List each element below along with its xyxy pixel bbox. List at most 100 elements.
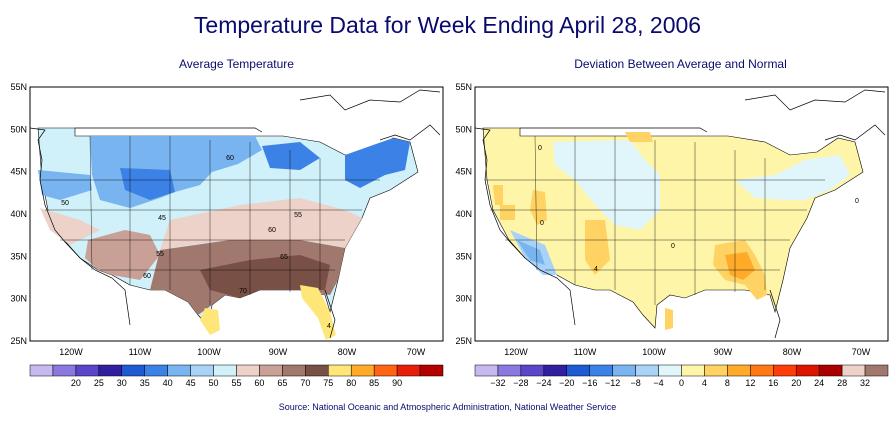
contour-label: 50	[61, 200, 69, 207]
legend-label: 4	[702, 378, 707, 388]
legend-swatch	[52, 364, 77, 377]
lon-label: 90W	[269, 347, 288, 357]
legend-swatch	[373, 364, 398, 377]
lat-label: 45N	[10, 167, 27, 177]
contour-label: 60	[268, 227, 276, 234]
contour-label: 4	[327, 323, 331, 330]
legend-label: 0	[679, 378, 684, 388]
legend-label: −24	[536, 378, 551, 388]
contour-label: 45	[158, 215, 166, 222]
legend-swatch	[98, 364, 123, 377]
legend-swatch	[612, 364, 636, 377]
us-deviation-field	[482, 127, 864, 330]
contour-label: 4	[594, 266, 598, 273]
legend-label: 55	[231, 378, 241, 388]
lat-label: 45N	[455, 167, 472, 177]
legend-label: 12	[745, 378, 755, 388]
lat-label: 50N	[10, 124, 27, 134]
legend-swatch	[589, 364, 613, 377]
coastlines	[29, 89, 441, 339]
legend-label: 35	[140, 378, 150, 388]
contour-label: 0	[540, 220, 544, 227]
legend-swatch	[282, 364, 306, 377]
legend-label: −8	[630, 378, 640, 388]
legend-swatch	[566, 364, 590, 377]
legend-swatch	[474, 364, 499, 377]
lon-label: 120W	[59, 347, 83, 357]
legend-swatch	[190, 364, 214, 377]
contour-label: 0	[538, 145, 542, 152]
legend-label: 32	[860, 378, 870, 388]
lat-label: 55N	[10, 82, 27, 92]
lat-label: 30N	[455, 294, 472, 304]
lon-label: 90W	[714, 347, 733, 357]
lon-label: 70W	[407, 347, 426, 357]
lat-label: 55N	[455, 82, 472, 92]
legend-label: −16	[582, 378, 597, 388]
state-borders	[485, 135, 825, 305]
legend-swatch	[328, 364, 352, 377]
legend-label: 60	[254, 378, 264, 388]
legend-label: 70	[300, 378, 310, 388]
lat-label: 35N	[455, 251, 472, 261]
legend-label: 8	[725, 378, 730, 388]
contour-label: 60	[143, 273, 151, 280]
contour-label: 70	[239, 288, 247, 295]
temperature-deviation-map: 55N 50N 45N 40N 35N 30N 25N 120W 110W 100W 90W 80W…	[455, 82, 889, 388]
legend-label: 30	[117, 378, 127, 388]
lon-label: 110W	[129, 347, 152, 357]
legend-swatch	[864, 364, 889, 377]
left-map-title: Average Temperature	[179, 57, 294, 71]
legend-swatch	[121, 364, 145, 377]
legend-swatch	[29, 364, 54, 377]
legend-label: −4	[653, 378, 663, 388]
legend-swatch	[818, 364, 843, 377]
legend-label: −12	[605, 378, 620, 388]
legend-swatch	[396, 364, 421, 377]
lon-label: 100W	[197, 347, 221, 357]
contour-label: 65	[280, 254, 288, 261]
legend-swatch	[841, 364, 866, 377]
legend-label: 25	[94, 378, 104, 388]
legend-swatch	[750, 364, 774, 377]
legend-swatch	[635, 364, 659, 377]
legend-swatch	[727, 364, 751, 377]
legend-swatch	[419, 364, 444, 377]
lon-label: 100W	[642, 347, 666, 357]
legend-label: 20	[791, 378, 801, 388]
state-borders	[40, 135, 380, 305]
legend-swatch	[795, 364, 820, 377]
legend-label: 24	[814, 378, 824, 388]
legend-label: 85	[369, 378, 379, 388]
legend-swatch	[350, 364, 375, 377]
lat-label: 40N	[10, 209, 27, 219]
lon-label: 80W	[783, 347, 802, 357]
legend-swatch	[520, 364, 545, 377]
page-title: Temperature Data for Week Ending April 2…	[193, 12, 702, 38]
legend-label: 80	[346, 378, 356, 388]
contour-label: 60	[226, 155, 234, 162]
legend-label: 75	[323, 378, 333, 388]
lat-label: 40N	[455, 209, 472, 219]
legend-swatch	[75, 364, 100, 377]
us-temperature-field	[37, 127, 419, 340]
lon-label: 110W	[574, 347, 597, 357]
lat-label: 30N	[10, 294, 27, 304]
legend-swatch	[497, 364, 522, 377]
legend-swatch	[259, 364, 283, 377]
legend-label: −28	[513, 378, 528, 388]
lat-label: 25N	[455, 336, 472, 346]
source-note: Source: National Oceanic and Atmospheric…	[278, 402, 617, 412]
lat-label: 35N	[10, 251, 27, 261]
legend-label: 28	[837, 378, 847, 388]
legend-label: 20	[71, 378, 81, 388]
coastlines	[474, 89, 886, 339]
contour-label: 55	[294, 212, 302, 219]
legend-swatch	[236, 364, 260, 377]
lat-label: 25N	[10, 336, 27, 346]
legend-label: 65	[277, 378, 287, 388]
legend-swatch	[213, 364, 237, 377]
average-temperature-map: 55N 50N 45N 40N 35N 30N 25N 120W 110W 100W 90W 80W…	[10, 82, 444, 388]
right-map-title: Deviation Between Average and Normal	[574, 57, 787, 71]
legend-label: −32	[490, 378, 505, 388]
